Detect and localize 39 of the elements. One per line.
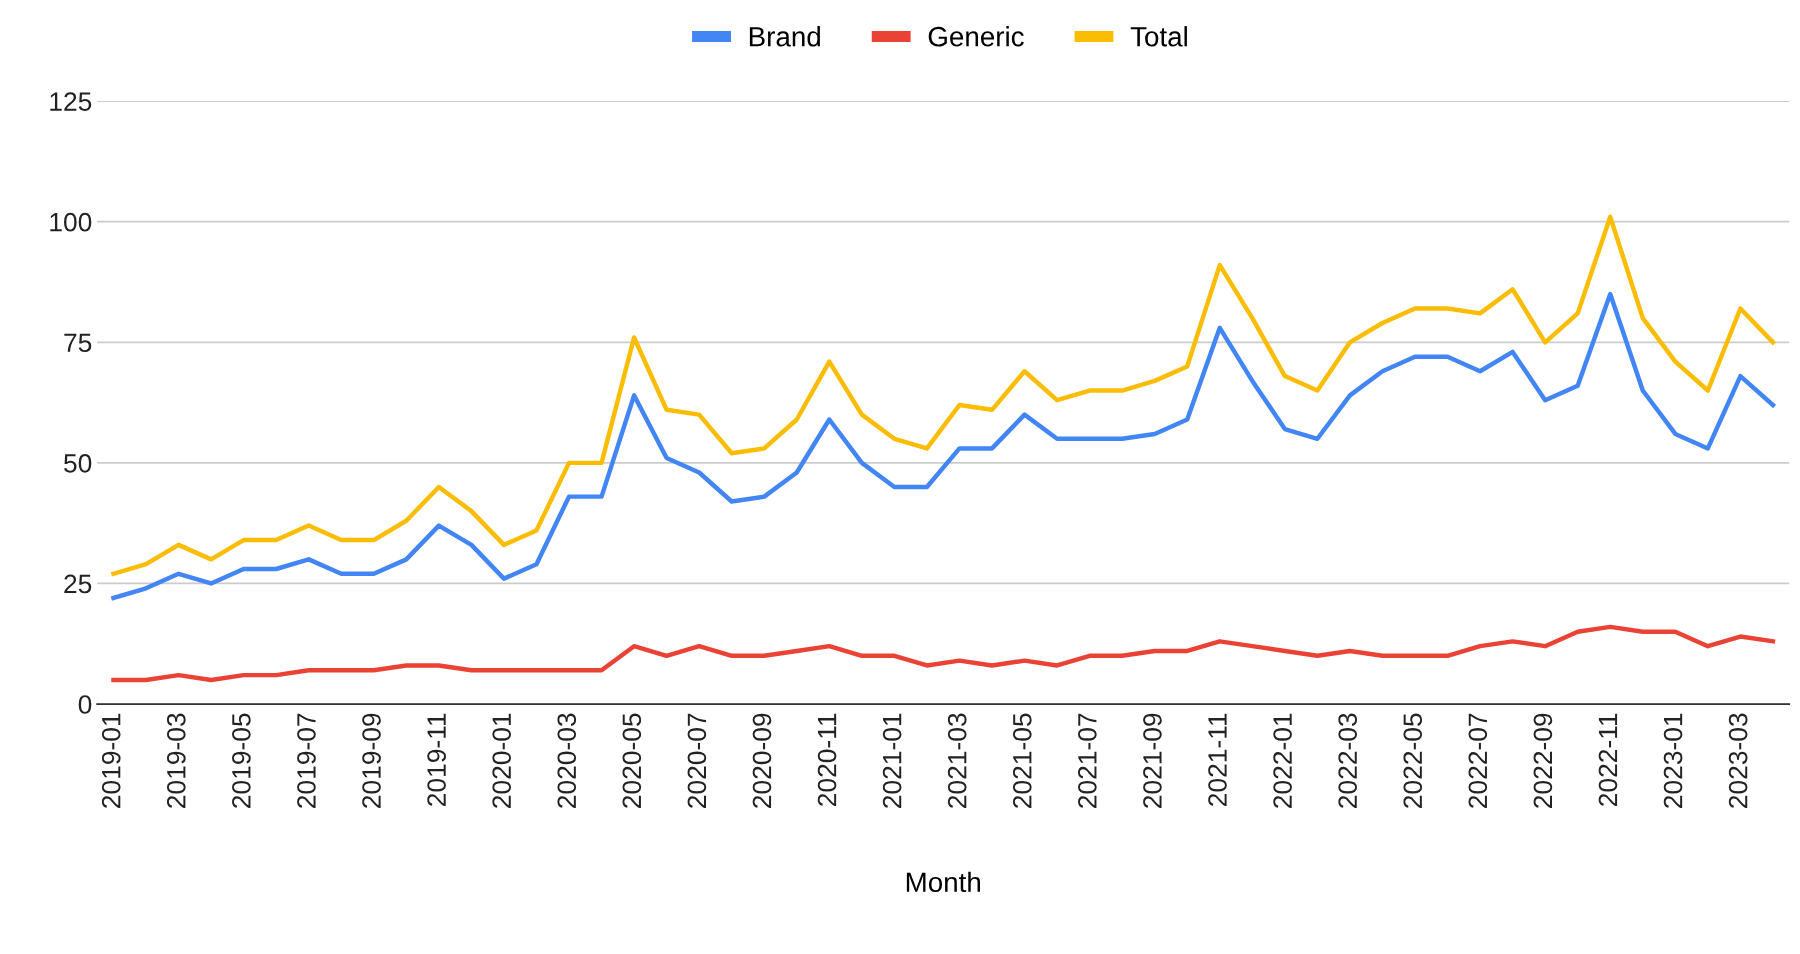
y-tick-label: 50 <box>64 454 92 473</box>
x-tick-label: 2023-01 <box>1663 713 1683 808</box>
x-tick-label: 2021-11 <box>1208 713 1227 806</box>
x-tick-label: 2022-09 <box>1533 713 1553 808</box>
legend-label: Generic <box>928 26 1024 47</box>
line-series <box>111 214 1776 577</box>
x-tick-label: 2022-01 <box>1273 713 1292 808</box>
line-series <box>111 624 1776 683</box>
x-tick-label: 2021-09 <box>1143 713 1162 808</box>
y-tick-label: 25 <box>64 574 92 594</box>
x-tick-label: 2019-07 <box>297 713 316 808</box>
y-tick-label: 0 <box>78 695 92 714</box>
x-tick-label: 2020-09 <box>752 713 772 808</box>
x-tick-label: 2019-09 <box>362 713 381 808</box>
x-tick-label: 2020-11 <box>817 713 837 806</box>
x-tick-label: 2019-01 <box>101 713 121 808</box>
x-tick-label: 2020-07 <box>687 713 707 808</box>
legend-label: Brand <box>749 26 820 47</box>
x-tick-label: 2019-05 <box>232 713 251 808</box>
x-tick-label: 2021-01 <box>882 713 902 808</box>
x-tick-label: 2021-07 <box>1078 713 1097 808</box>
x-tick-label: 2023-03 <box>1728 713 1748 808</box>
x-tick-label: 2021-05 <box>1012 713 1032 808</box>
line-series <box>111 291 1776 601</box>
x-axis-title: Month <box>906 871 980 893</box>
y-tick-label: 100 <box>50 212 92 232</box>
x-tick-label: 2020-03 <box>557 713 577 808</box>
legend-label: Total <box>1130 26 1187 47</box>
x-tick-label: 2019-11 <box>427 713 446 806</box>
y-tick-label: 75 <box>64 333 92 353</box>
x-tick-label: 2020-05 <box>622 713 642 808</box>
x-tick-label: 2021-03 <box>947 713 967 808</box>
x-tick-label: 2022-07 <box>1468 713 1488 808</box>
y-tick-label: 125 <box>50 92 92 111</box>
x-tick-label: 2022-03 <box>1338 713 1358 808</box>
x-tick-label: 2020-01 <box>492 713 512 808</box>
x-tick-label: 2019-03 <box>166 713 186 808</box>
x-tick-label: 2022-11 <box>1598 713 1618 806</box>
x-tick-label: 2022-05 <box>1403 713 1423 808</box>
